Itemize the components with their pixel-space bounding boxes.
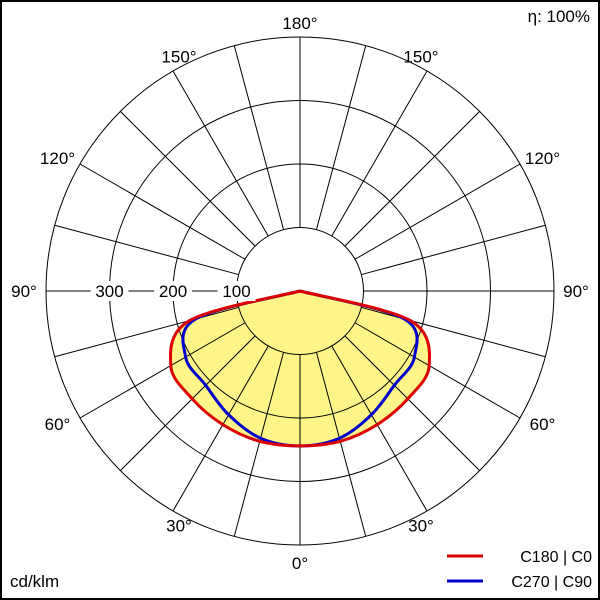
radial-tick-label-200: 200: [159, 282, 187, 301]
angle-label-30-right: 30°: [408, 516, 434, 535]
grid-spoke-overlay: [170, 322, 246, 419]
grid-spoke-overlay: [361, 306, 430, 358]
angle-label-120-left: 120°: [40, 149, 75, 168]
angle-label-180-center: 180°: [282, 14, 317, 33]
unit-label: cd/klm: [10, 572, 59, 591]
angle-label-90-right: 90°: [563, 282, 589, 301]
legend: C180 | C0 C270 | C90: [447, 549, 592, 591]
grid-spoke-overlay: [354, 322, 430, 419]
efficiency-label: η: 100%: [528, 7, 590, 26]
angle-label-150-left: 150°: [161, 48, 196, 67]
grid-spoke: [233, 45, 285, 230]
grid-spoke: [331, 70, 428, 237]
grid-spoke-overlay: [170, 306, 239, 358]
angle-label-150-right: 150°: [403, 48, 438, 67]
angle-label-60-left: 60°: [45, 415, 71, 434]
radial-tick-label-100: 100: [222, 282, 250, 301]
grid-spoke: [120, 111, 256, 247]
angle-label-30-left: 30°: [166, 516, 192, 535]
radial-tick-bg: [90, 281, 129, 301]
angle-label-120-right: 120°: [525, 149, 560, 168]
radial-tick-bg: [154, 281, 192, 301]
grid-spoke: [172, 70, 269, 237]
grid-spoke: [315, 45, 367, 230]
radial-tick-label-300: 300: [95, 282, 123, 301]
series-line-c180-c0: [169, 289, 431, 448]
grid-spoke: [54, 224, 239, 276]
grid-spoke: [79, 163, 246, 260]
grid-spoke: [344, 111, 480, 247]
label-layer: 0° 30° 30° 60° 60° 90° 90° 120° 120° 150° 150° 180°…: [11, 14, 589, 573]
legend-label-c270-c90: C270 | C90: [511, 574, 592, 591]
legend-label-c180-c0: C180 | C0: [520, 549, 592, 566]
radial-tick-bg: [217, 281, 256, 301]
grid-spoke: [361, 224, 546, 276]
angle-label-90-left: 90°: [11, 282, 37, 301]
angle-label-0-center: 0°: [292, 554, 308, 573]
grid-spoke: [354, 163, 521, 260]
angle-label-60-right: 60°: [530, 415, 556, 434]
